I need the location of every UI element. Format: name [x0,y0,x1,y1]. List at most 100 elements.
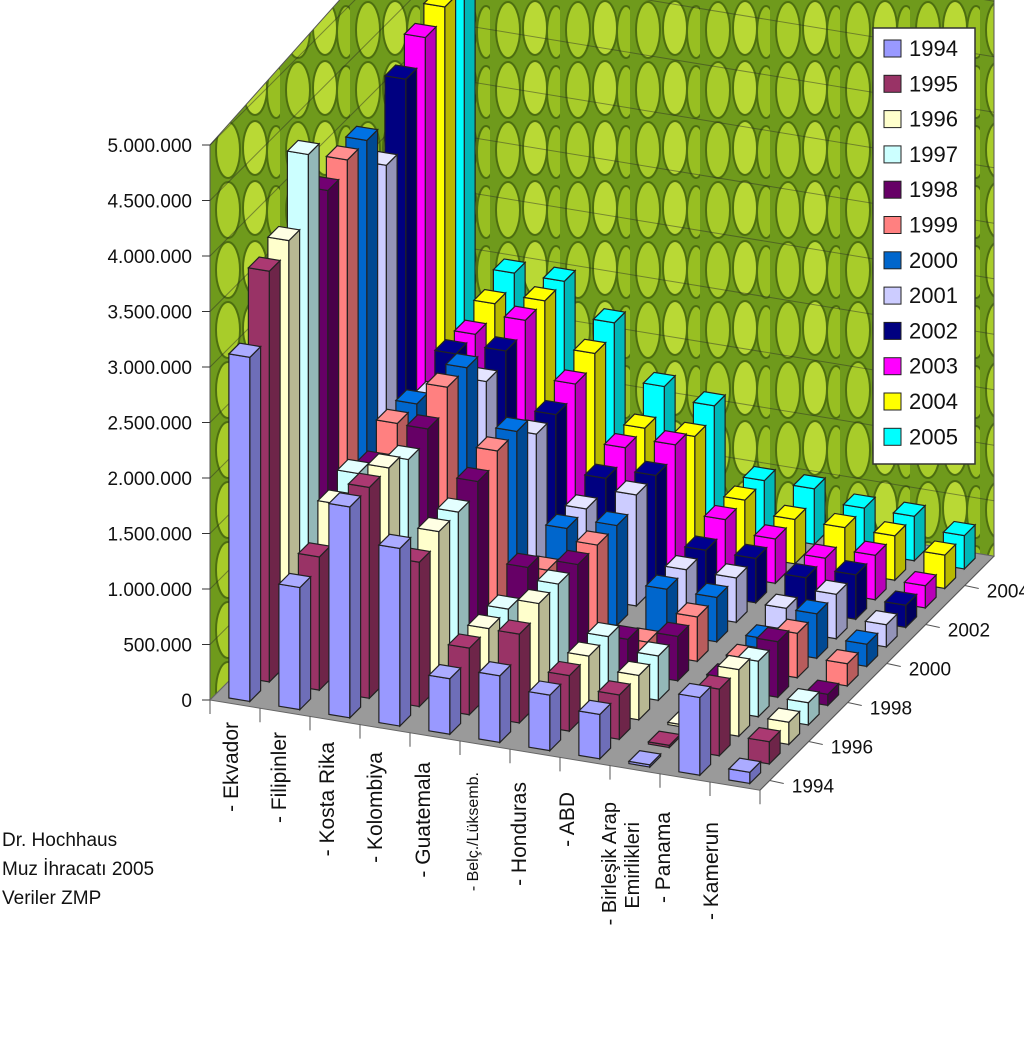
bar-top-face [794,599,829,615]
year-tick [886,662,901,667]
bar-top-face [614,480,649,496]
bar-top-face [536,569,571,585]
year-axis-line [759,555,995,791]
bar-front-face [328,502,351,719]
year-tick [847,701,862,706]
bar-top-face [266,225,301,242]
bar-1995-4 [447,633,482,717]
bar-top-face [447,633,482,649]
bar-top-face [427,663,462,680]
bar-top-face [655,621,690,638]
bar-top-face [347,472,382,489]
category-label-line: Emirlikleri [622,822,644,909]
legend-swatch [883,392,902,411]
year-tick [925,623,940,628]
y-tick-label: 0 [181,691,192,712]
category-label-text: - Honduras [508,782,531,886]
bar-side-face [299,575,312,712]
bar-top-face [753,524,788,540]
bar-side-face [349,494,362,720]
bar-1994-1 [277,572,312,712]
legend-label: 1998 [909,177,958,202]
bar-front-face [528,690,551,752]
bar-top-face [227,342,262,358]
bar-top-face [822,512,857,529]
bar-top-face [466,613,501,630]
bar-top-face [533,399,568,416]
bar-top-face [477,661,512,677]
bar-top-face [825,648,860,665]
bar-top-face [786,687,821,704]
bar-top-face [405,414,440,430]
bar-top-face [844,629,879,645]
bar-front-face [428,674,451,735]
bar-top-face [594,510,629,527]
bar-top-face [755,626,790,643]
bar-top-face [425,372,460,388]
legend-swatch [883,251,902,270]
bar-top-face [675,602,710,618]
bar-top-face [544,513,579,530]
bar-top-face [403,22,438,39]
bar-top-face [277,572,312,589]
legend-label: 1995 [909,71,958,96]
category-label: - Filipinler [268,732,291,823]
category-label: - Ekvador [220,722,243,812]
bar-top-face [444,352,479,369]
y-tick-label: 3.500.000 [107,303,192,324]
category-label: - Kamerun [700,822,723,920]
bar-top-face [586,621,621,638]
legend-box [872,27,976,465]
year-tick-label: 1998 [870,698,912,719]
gridline [209,0,995,146]
bar-top-face [616,660,651,677]
bar-top-face [325,145,360,161]
bar-top-face [694,582,729,599]
bar-top-face [653,430,688,446]
category-label-text: - Panama [652,812,675,903]
legend-swatch [883,145,902,164]
year-tick-label: 1994 [792,776,835,797]
legend-swatch [883,321,902,340]
bar-top-face [622,413,657,429]
bar-1994-0 [227,342,262,703]
bar-side-face [499,663,512,744]
category-label-text: - Guatemala [412,762,435,878]
bar-top-face [727,757,762,773]
value-axis: 0 500.000 1.000.000 1.500.000 2.000.000 2.500… [107,136,210,712]
bar-top-face [377,533,412,550]
bar-side-face [399,536,412,728]
category-label-text: - Kolombiya [364,752,387,863]
category-label: - Belç./Lüksemb. [465,772,482,891]
bar-top-face [422,0,453,8]
bar-top-face [716,654,751,671]
bar-top-face [286,139,321,156]
bar-front-face [478,671,501,744]
category-label: - Kosta Rika [316,742,339,857]
bar-top-face [327,492,362,508]
bar-top-face [627,750,662,766]
bar-top-face [344,125,379,142]
legend-label: 2002 [909,318,958,343]
year-axis: 1994 1996 1998 2000 2002 2004 [759,555,1024,797]
bar-top-face [803,543,838,559]
bar-top-face [764,593,799,609]
bar-top-face [942,520,977,537]
bar-top-face [505,552,540,569]
bar-top-face [577,699,612,716]
bar-1994-4 [427,663,462,736]
bar-top-face [603,432,638,449]
legend-swatch [883,286,902,305]
bar-side-face [249,345,262,703]
bar-top-face [814,579,849,595]
y-tick-label: 4.500.000 [107,192,192,213]
bar-top-face [503,305,538,321]
bar-top-face [542,266,577,282]
bar-top-face [714,563,749,579]
category-label-text: - Belç./Lüksemb. [465,772,482,891]
bar-top-face [453,319,488,335]
bar-top-face [527,680,562,696]
bar-top-face [772,504,807,521]
category-label: - Guatemala [412,762,435,878]
